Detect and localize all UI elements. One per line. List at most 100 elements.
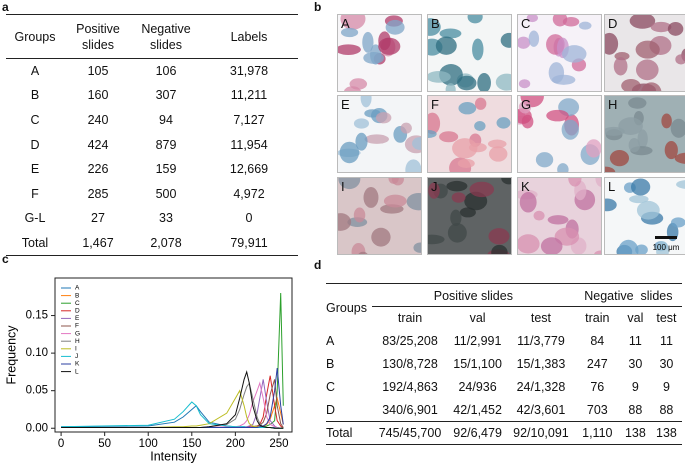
table-cell: D <box>326 402 336 417</box>
cell <box>518 79 531 89</box>
cell <box>561 119 579 140</box>
table-cell: 84 <box>590 334 605 348</box>
table-row: Total 1,467 2,078 79,911 <box>6 231 298 256</box>
micrograph: D <box>604 14 685 92</box>
table-cell: C <box>326 380 336 394</box>
cell <box>618 117 643 135</box>
table-cell: 94 <box>159 112 173 127</box>
header-cell: Negative slides <box>141 21 191 52</box>
image-label: D <box>608 16 618 31</box>
table-row: B 160 307 11,211 <box>6 83 298 108</box>
header-cell: Positive slides <box>433 289 513 303</box>
subheader-cell: train <box>574 306 620 330</box>
series-line <box>61 404 284 429</box>
table-row: D 340/6,901 42/1,452 42/3,601 703 88 88 <box>326 399 682 422</box>
cell <box>371 227 391 247</box>
cell <box>491 244 508 254</box>
table-cell: 11 <box>628 334 642 348</box>
table-cell: 92/6,479 <box>448 421 508 445</box>
table-row: D 424 879 11,954 <box>6 132 298 157</box>
cell <box>618 239 639 254</box>
micrograph: I <box>337 177 422 255</box>
cell <box>675 54 685 65</box>
cell <box>353 207 366 223</box>
image-label: K <box>521 179 530 194</box>
table-row: E 226 159 12,669 <box>6 157 298 182</box>
table-row: A 105 106 31,978 <box>6 59 298 84</box>
micrograph: F <box>427 95 512 173</box>
table-cell: 30 <box>659 357 674 371</box>
subheader-cell: train <box>372 306 449 330</box>
cell <box>547 215 569 225</box>
table-cell: Total <box>21 235 49 250</box>
legend-label: L <box>75 368 79 375</box>
table-cell: B <box>326 357 335 371</box>
table-cell: 83/25,208 <box>382 334 438 348</box>
table-cell: 138 <box>650 421 682 445</box>
cells <box>338 96 421 172</box>
panel-label: c <box>2 252 9 266</box>
cell <box>628 97 647 109</box>
cell <box>467 15 483 24</box>
cell <box>363 187 379 208</box>
table-cell: 27 <box>91 211 105 226</box>
table-cell: 30 <box>628 357 643 371</box>
table-cell: 15/1,383 <box>516 357 566 371</box>
table-cell: 11,954 <box>230 137 268 152</box>
scale-bar <box>655 236 677 239</box>
cell <box>405 159 421 172</box>
cell <box>451 192 466 203</box>
panel-label: b <box>314 0 322 14</box>
y-tick-label: 0.00 <box>26 422 48 434</box>
table-cell: C <box>30 112 40 127</box>
micrograph: A <box>337 14 422 92</box>
cell <box>412 137 421 150</box>
cell <box>360 96 372 108</box>
cell <box>656 241 670 254</box>
x-axis-label: Intensity <box>150 449 197 463</box>
cell <box>621 79 641 91</box>
table-cell: 31,978 <box>229 64 269 79</box>
table-cell: A <box>326 334 335 348</box>
cell <box>562 45 587 63</box>
cell <box>519 191 537 213</box>
cell <box>362 31 374 53</box>
table-cell: 879 <box>155 137 177 152</box>
cell <box>661 113 672 129</box>
cells <box>428 97 511 172</box>
cell <box>488 146 508 162</box>
legend-label: D <box>75 308 80 315</box>
cell <box>667 21 684 36</box>
cell <box>528 30 540 47</box>
table-cell: 240 <box>87 112 109 127</box>
image-label: E <box>341 97 350 112</box>
cell <box>594 250 601 254</box>
table-cell: 424 <box>87 137 109 152</box>
cell <box>535 152 554 168</box>
cell <box>459 207 476 218</box>
header-cell: Groups <box>326 300 367 315</box>
micrograph: H <box>604 95 685 173</box>
cell <box>385 19 405 35</box>
table-cell: 9 <box>631 380 639 394</box>
legend-label: E <box>75 315 80 322</box>
cell <box>605 198 617 212</box>
subheader-cell: val <box>448 306 508 330</box>
cell <box>428 112 441 135</box>
table-cell: 159 <box>155 162 177 177</box>
cells <box>605 97 685 172</box>
x-tick-label: 0 <box>58 438 64 450</box>
image-label: A <box>341 16 350 31</box>
cell <box>546 109 569 122</box>
table-cell: 11 <box>659 334 673 348</box>
cell <box>469 181 495 198</box>
table-cell: 500 <box>155 186 177 201</box>
table-cell: 192/4,863 <box>382 380 438 394</box>
table-cell: 160 <box>87 88 109 103</box>
table-cell: 0 <box>245 211 253 226</box>
table-cell: 11,211 <box>230 88 268 103</box>
cell <box>458 102 477 115</box>
legend-label: A <box>75 285 80 292</box>
table-cell: 12,669 <box>229 162 269 177</box>
table-cell: 745/45,700 <box>372 421 449 445</box>
